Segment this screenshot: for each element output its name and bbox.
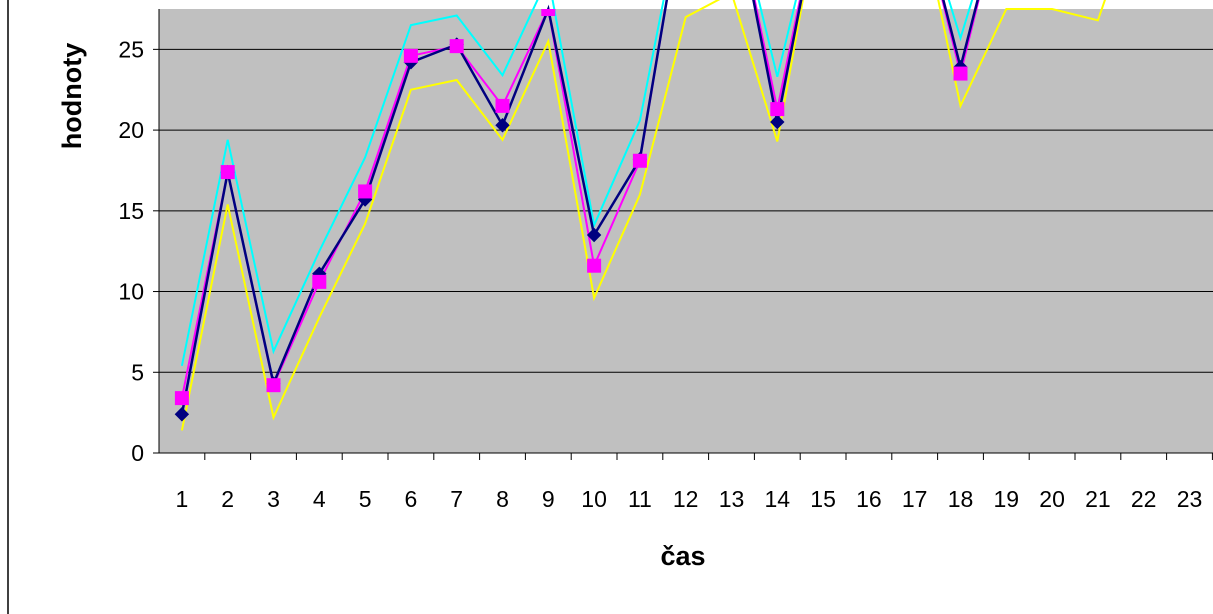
gridlines <box>159 48 1213 373</box>
plot-area <box>159 9 1213 453</box>
marker-square <box>770 102 785 117</box>
marker-square <box>266 378 281 393</box>
x-tick-label: 16 <box>856 486 882 512</box>
marker-square <box>495 98 510 113</box>
y-tick-labels: 0 5 10 15 20 25 <box>118 36 144 466</box>
x-tick-label: 11 <box>628 486 652 512</box>
series-line <box>180 0 980 399</box>
series-line <box>180 0 974 366</box>
marker-diamond <box>495 118 510 133</box>
x-tick-label: 1 <box>176 486 189 512</box>
marker-square <box>312 274 327 289</box>
marker-square <box>174 391 189 406</box>
x-tick-label: 7 <box>450 486 463 512</box>
y-tick-label: 10 <box>118 279 144 305</box>
y-tick-label: 15 <box>118 198 144 224</box>
series-line <box>180 0 979 415</box>
marker-square <box>632 153 647 168</box>
x-tick-label: 18 <box>948 486 974 512</box>
marker-diamond <box>174 407 190 422</box>
x-tick-label: 20 <box>1039 486 1065 512</box>
y-tick-label: 20 <box>118 117 144 143</box>
marker-square <box>953 66 968 81</box>
marker-square <box>587 258 602 273</box>
marker-diamond <box>770 114 785 130</box>
x-tick-label: 3 <box>267 486 280 512</box>
x-tick-label: 10 <box>581 486 607 512</box>
marker-square <box>403 48 418 63</box>
x-tick-label: 22 <box>1131 486 1157 512</box>
x-tick-labels: 1 2 3 4 5 6 7 8 9 10 11 12 13 14 15 16 17 18 19 20 21 22 23 <box>176 486 1203 512</box>
series-line <box>180 0 1106 431</box>
x-tick-label: 6 <box>405 486 418 512</box>
axes <box>153 9 1213 460</box>
x-tick-label: 5 <box>359 486 372 512</box>
marker-square <box>220 165 235 180</box>
x-tick-label: 21 <box>1085 486 1111 512</box>
y-tick-label: 25 <box>118 36 144 62</box>
x-axis-title: čas <box>660 541 705 571</box>
y-tick-label: 0 <box>131 440 144 466</box>
y-axis-title: hodnoty <box>57 43 87 149</box>
marker-diamond <box>586 227 602 243</box>
x-tick-label: 8 <box>496 486 509 512</box>
marker-square <box>541 9 556 16</box>
x-tick-label: 23 <box>1177 486 1203 512</box>
x-tick-label: 4 <box>313 486 326 512</box>
x-tick-label: 15 <box>810 486 836 512</box>
x-tick-label: 2 <box>221 486 234 512</box>
x-tick-label: 9 <box>542 486 555 512</box>
series-markers <box>174 9 968 422</box>
x-tick-label: 13 <box>719 486 745 512</box>
x-tick-label: 17 <box>902 486 928 512</box>
x-tick-label: 19 <box>994 486 1020 512</box>
marker-square <box>358 184 373 199</box>
series-lines <box>180 0 1106 431</box>
y-tick-label: 5 <box>131 359 144 385</box>
x-tick-label: 14 <box>765 486 791 512</box>
x-tick-label: 12 <box>673 486 699 512</box>
marker-square <box>449 39 464 54</box>
